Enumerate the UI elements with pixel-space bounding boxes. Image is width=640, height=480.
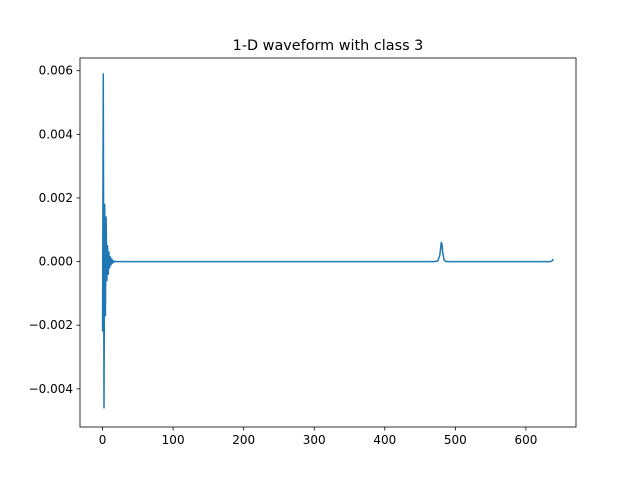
x-tick-label: 200: [232, 433, 255, 447]
chart-title: 1-D waveform with class 3: [233, 38, 424, 54]
x-tick-label: 0: [99, 433, 107, 447]
y-tick-label: −0.002: [29, 318, 73, 332]
x-tick-label: 500: [444, 433, 467, 447]
y-tick-label: 0.000: [39, 255, 73, 269]
x-tick-label: 600: [514, 433, 537, 447]
axes: 0 100 200 300 400 500 600 −0.004 −0.002 0.000 0.00…: [29, 64, 538, 447]
x-tick-label: 100: [162, 433, 185, 447]
series-layer: [101, 73, 555, 409]
y-tick-label: 0.002: [39, 191, 73, 205]
series-line: [101, 73, 555, 409]
x-tick-label: 300: [303, 433, 326, 447]
y-tick-label: 0.004: [39, 127, 73, 141]
y-tick-label: −0.004: [29, 382, 73, 396]
x-tick-label: 400: [373, 433, 396, 447]
plot-area: [101, 73, 555, 409]
axes-frame: [79, 57, 577, 428]
y-tick-label: 0.006: [39, 64, 73, 78]
